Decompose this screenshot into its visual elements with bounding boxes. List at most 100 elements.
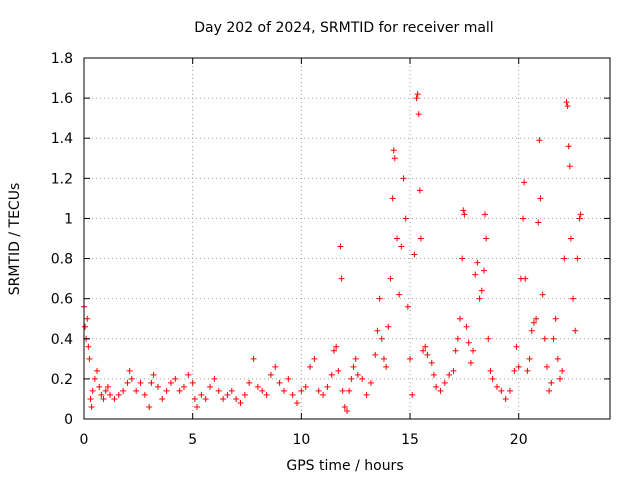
tick-layer: 0 0.2 0.4 0.6 0.8 1 1.2 1.4 1.6 1.8 0 5 10 15 20	[51, 51, 610, 448]
data-point	[511, 367, 518, 374]
data-point	[159, 395, 166, 402]
data-point	[472, 271, 479, 278]
data-point	[574, 255, 581, 262]
data-point	[515, 363, 522, 370]
data-point	[320, 391, 327, 398]
data-point	[570, 295, 577, 302]
data-point	[391, 155, 398, 162]
data-point	[413, 95, 420, 102]
x-tick-label: 20	[510, 432, 528, 448]
data-point	[330, 347, 337, 354]
data-point	[567, 235, 574, 242]
data-point	[467, 359, 474, 366]
data-point	[176, 387, 183, 394]
data-point	[348, 375, 355, 382]
data-point	[470, 347, 477, 354]
data-point	[446, 371, 453, 378]
plot-frame	[83, 57, 611, 420]
data-point	[507, 387, 514, 394]
x-tick-label: 10	[292, 432, 310, 448]
data-point	[376, 295, 383, 302]
data-point	[124, 379, 131, 386]
data-point	[409, 391, 416, 398]
data-point	[415, 111, 422, 118]
data-point	[543, 363, 550, 370]
y-tick-label: 1.6	[51, 91, 73, 107]
data-point	[483, 235, 490, 242]
data-point	[137, 379, 144, 386]
data-point	[502, 395, 509, 402]
data-point	[541, 335, 548, 342]
data-point	[146, 403, 153, 410]
data-point	[107, 391, 114, 398]
data-point	[526, 355, 533, 362]
data-point	[228, 387, 235, 394]
data-point	[564, 103, 571, 110]
data-point	[463, 323, 470, 330]
y-tick-label: 1.2	[51, 171, 73, 187]
data-point	[367, 379, 374, 386]
data-point	[566, 163, 573, 170]
data-point	[207, 383, 214, 390]
data-point	[254, 383, 261, 390]
data-point	[115, 391, 122, 398]
data-point	[398, 243, 405, 250]
data-point	[246, 379, 253, 386]
data-point	[86, 355, 93, 362]
data-point	[390, 147, 397, 154]
data-point	[133, 387, 140, 394]
data-point	[565, 143, 572, 150]
data-point	[383, 363, 390, 370]
data-point	[102, 387, 109, 394]
data-point	[363, 391, 370, 398]
data-point	[387, 275, 394, 282]
data-point	[335, 367, 342, 374]
data-point	[180, 383, 187, 390]
data-point	[87, 395, 94, 402]
data-point	[89, 387, 96, 394]
data-point	[513, 343, 520, 350]
data-point	[82, 323, 89, 330]
x-tick-label: 5	[188, 432, 197, 448]
data-point	[520, 215, 527, 222]
data-point	[487, 367, 494, 374]
data-point	[98, 391, 105, 398]
data-point	[478, 287, 485, 294]
data-point	[407, 355, 414, 362]
data-point	[148, 379, 155, 386]
data-point	[220, 395, 227, 402]
data-point	[272, 363, 279, 370]
data-point	[404, 303, 411, 310]
x-axis-label: GPS time / hours	[286, 458, 403, 474]
data-point	[354, 371, 361, 378]
data-point	[437, 387, 444, 394]
chart-title: Day 202 of 2024, SRMTID for receiver mal…	[194, 20, 493, 36]
data-point	[359, 375, 366, 382]
data-point	[352, 355, 359, 362]
data-point	[493, 383, 500, 390]
data-point	[396, 291, 403, 298]
data-point	[233, 395, 240, 402]
data-point	[311, 355, 318, 362]
data-point	[96, 383, 103, 390]
data-point	[280, 387, 287, 394]
data-point	[276, 379, 283, 386]
data-point	[315, 387, 322, 394]
data-point	[452, 347, 459, 354]
data-point	[428, 359, 435, 366]
data-point	[194, 403, 201, 410]
data-point	[302, 383, 309, 390]
data-point	[559, 367, 566, 374]
data-point	[338, 275, 345, 282]
data-point	[202, 395, 209, 402]
data-point	[561, 255, 568, 262]
data-point	[263, 391, 270, 398]
data-point	[480, 267, 487, 274]
data-point	[294, 399, 301, 406]
y-tick-label: 0.6	[51, 292, 73, 308]
data-point	[120, 387, 127, 394]
data-point	[521, 179, 528, 186]
data-point	[402, 215, 409, 222]
data-point	[185, 371, 192, 378]
data-point	[417, 235, 424, 242]
